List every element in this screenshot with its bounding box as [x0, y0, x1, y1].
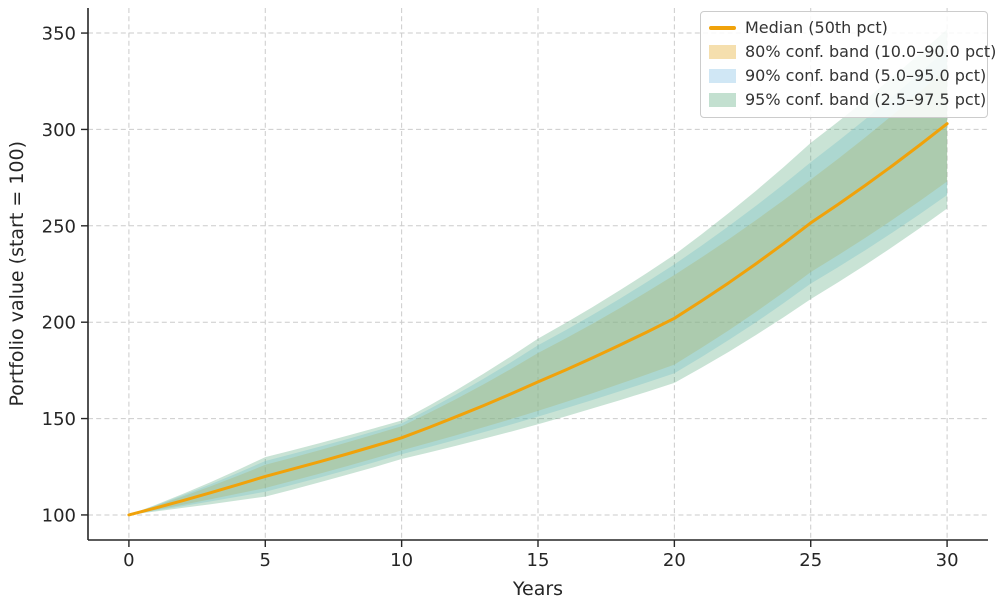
legend: Median (50th pct) 80% conf. band (10.0–90…: [700, 11, 996, 118]
x-tick-label: 25: [799, 550, 822, 571]
x-tick-label: 0: [123, 550, 134, 571]
x-tick-label: 20: [663, 550, 686, 571]
legend-item: 95% conf. band (2.5–97.5 pct): [709, 89, 986, 111]
legend-patch-swatch-icon: [709, 45, 736, 59]
legend-line-swatch-icon: [709, 26, 736, 30]
y-axis-label: Portfolio value (start = 100): [6, 141, 28, 407]
confidence-band-80: [128, 67, 948, 515]
x-tick-label: 15: [527, 550, 550, 571]
legend-item-label: 80% conf. band (10.0–90.0 pct): [745, 42, 997, 61]
y-tick-label: 350: [42, 24, 76, 45]
legend-patch-swatch-icon: [709, 69, 736, 83]
x-tick-label: 30: [936, 550, 959, 571]
legend-item-label: 90% conf. band (5.0–95.0 pct): [745, 66, 987, 85]
x-tick-label: 5: [260, 550, 271, 571]
legend-item-label: Median (50th pct): [745, 18, 888, 37]
legend-item: 80% conf. band (10.0–90.0 pct): [709, 41, 996, 63]
legend-item: Median (50th pct): [709, 17, 979, 39]
y-tick-label: 100: [42, 505, 76, 526]
x-axis-label: Years: [512, 578, 564, 600]
y-tick-label: 300: [42, 120, 76, 141]
legend-item-label: 95% conf. band (2.5–97.5 pct): [745, 90, 987, 109]
median-line: [127, 122, 949, 517]
y-tick-label: 250: [42, 216, 76, 237]
legend-patch-swatch-icon: [709, 93, 736, 107]
legend-item: 90% conf. band (5.0–95.0 pct): [709, 65, 986, 87]
confidence-band-90: [128, 48, 948, 515]
y-tick-label: 200: [42, 313, 76, 334]
x-tick-label: 10: [390, 550, 413, 571]
y-tick-label: 150: [42, 409, 76, 430]
y-axis-label-wrap: Portfolio value (start = 100): [6, 8, 28, 540]
confidence-band-95: [128, 29, 948, 515]
